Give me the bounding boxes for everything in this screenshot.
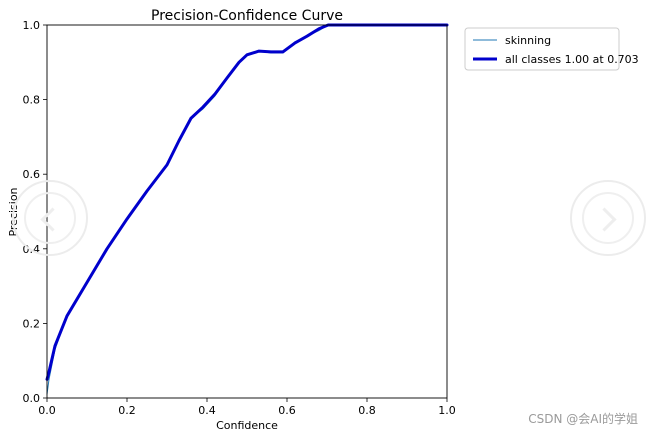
watermark: CSDN @会AI的学姐 — [528, 412, 638, 426]
y-tick-label: 1.0 — [23, 19, 41, 32]
series-group — [45, 23, 449, 395]
y-tick-label: 0.8 — [23, 94, 41, 107]
next-button-ring — [582, 192, 634, 244]
plot-area — [47, 25, 447, 398]
y-tick-label: 0.6 — [23, 168, 41, 181]
chart-title: Precision-Confidence Curve — [151, 8, 343, 24]
legend-box — [464, 27, 620, 71]
prev-image-button[interactable] — [12, 180, 88, 256]
y-tick-label: 0.0 — [23, 392, 41, 405]
series-line-all-classes — [45, 23, 449, 381]
legend: skinning all classes 1.00 at 0.703 — [464, 27, 639, 71]
x-tick-label: 0.8 — [358, 404, 376, 417]
x-tick-label: 0.2 — [118, 404, 136, 417]
x-tick-label: 0.6 — [278, 404, 296, 417]
x-tick-label: 1.0 — [438, 404, 456, 417]
prev-button-ring — [24, 192, 76, 244]
y-tick-label: 0.2 — [23, 317, 41, 330]
legend-label: all classes 1.00 at 0.703 — [505, 53, 639, 66]
next-image-button[interactable] — [570, 180, 646, 256]
x-tick-label: 0.0 — [38, 404, 56, 417]
legend-label: skinning — [505, 34, 551, 47]
x-tick-label: 0.4 — [198, 404, 216, 417]
x-axis-label: Confidence — [216, 419, 278, 432]
plot-background — [47, 25, 447, 398]
